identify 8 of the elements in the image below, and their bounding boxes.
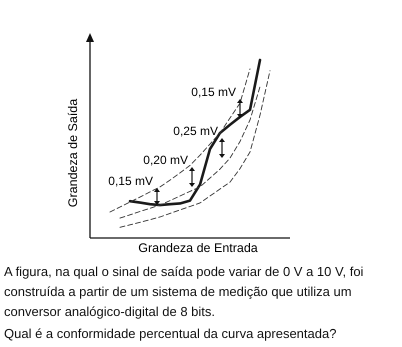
annotation: 0,15 mV [191, 85, 236, 99]
y-axis-title: Grandeza de Saída [66, 98, 80, 208]
text: A figura, na qual o sinal de saída pode variar de 0 V a 10 V, foi construída a partir de um sistema de medição que utiliza um conversor analógico-digital de 8 bits. [4, 264, 364, 319]
text: Qual é a conformidade percentual da curva apresentada? [4, 326, 336, 341]
annotation: 0,20 mV [143, 153, 188, 167]
annotation: 0,15 mV [108, 174, 153, 188]
annotation: 0,25 mV [173, 124, 218, 138]
x-axis-title: Grandeza de Entrada [138, 241, 258, 255]
